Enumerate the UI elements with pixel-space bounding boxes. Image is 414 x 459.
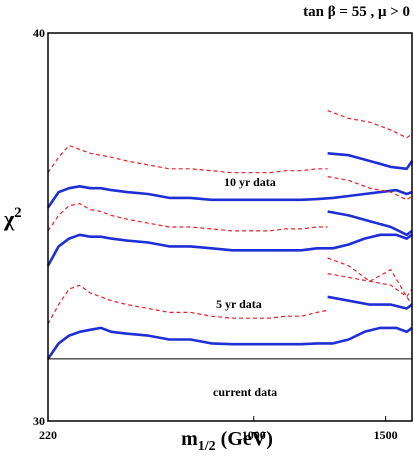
- series-current-solid-1: [327, 295, 413, 310]
- chart-title: tan β = 55 , μ > 0: [303, 4, 410, 20]
- x-tick-label: 1000: [242, 428, 266, 442]
- series-ten_yr-dashed-11: [327, 110, 413, 139]
- series-current-dashed-2: [47, 284, 328, 325]
- x-tick-label: 220: [39, 428, 57, 442]
- y-tick-label: 30: [33, 414, 45, 428]
- series-five_yr-solid-4: [46, 233, 413, 267]
- plot-frame: [47, 32, 413, 422]
- y-axis-label: χ2: [3, 205, 22, 231]
- series-five_yr-dashed-7: [327, 257, 413, 305]
- series-current-dashed-3: [327, 273, 413, 298]
- series-five_yr-dashed-6: [47, 203, 328, 232]
- annotation-10yr: 10 yr data: [224, 175, 276, 189]
- y-tick-label: 40: [33, 26, 45, 40]
- series-ten_yr-solid-8: [46, 185, 413, 209]
- annotation-5yr: 5 yr data: [216, 297, 262, 311]
- plot-series: [46, 110, 414, 360]
- series-current-solid-0: [46, 326, 413, 360]
- series-ten_yr-solid-9: [327, 152, 414, 171]
- annotation-current: current data: [213, 385, 277, 399]
- x-tick-label: 1500: [374, 428, 398, 442]
- series-ten_yr-dashed-10: [47, 144, 328, 174]
- x-axis-label: m1/2 (GeV): [181, 428, 273, 454]
- axis-ticks: 220 1000 1500 30 40: [33, 26, 398, 442]
- series-five_yr-dashed-12: [327, 176, 413, 201]
- series-five_yr-solid-5: [327, 210, 413, 237]
